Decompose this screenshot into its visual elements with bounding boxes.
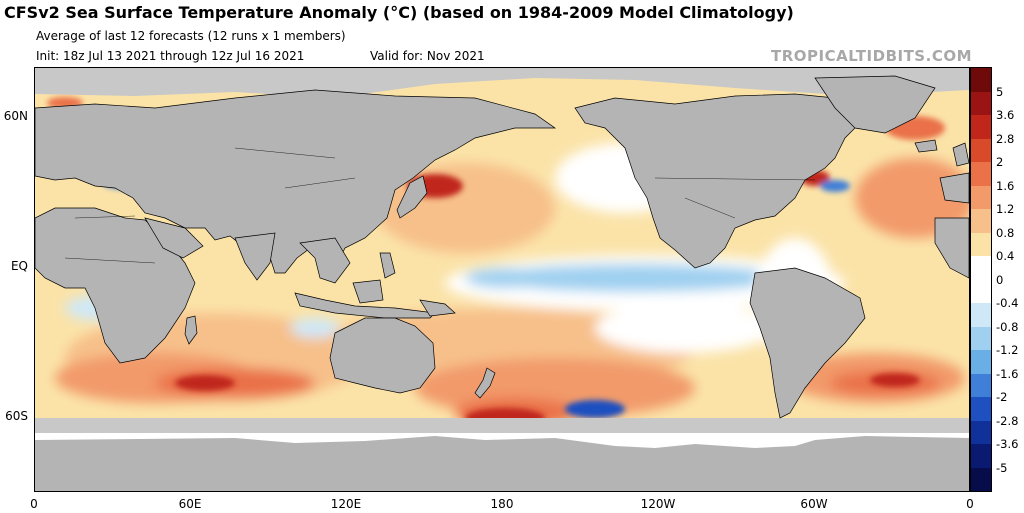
- new-zealand: [474, 367, 496, 399]
- colorbar-label: -0.8: [996, 319, 1019, 334]
- arctic-ice: [35, 68, 969, 98]
- colorbar-label: 3.6: [996, 108, 1015, 122]
- borneo: [352, 279, 384, 304]
- valid-time: Valid for: Nov 2021: [370, 49, 485, 63]
- north-america: [574, 93, 866, 269]
- west-africa-edge: [934, 217, 969, 279]
- init-time: Init: 18z Jul 13 2021 through 12z Jul 16…: [36, 49, 305, 63]
- colorbar-segment: [971, 209, 991, 233]
- colorbar-segment: [971, 279, 991, 303]
- colorbar-segment: [971, 68, 991, 92]
- new-guinea: [419, 299, 456, 317]
- land-masses: [35, 75, 969, 419]
- colorbar: [970, 67, 992, 492]
- colorbar-label: 0.8: [996, 225, 1015, 240]
- south-america: [749, 267, 866, 419]
- africa: [35, 207, 196, 364]
- lon-label: 120E: [330, 497, 362, 511]
- lon-label: 0: [966, 497, 974, 511]
- colorbar-label: 0.4: [996, 249, 1015, 263]
- lon-label: 120W: [640, 497, 676, 511]
- colorbar-label: 2.8: [996, 131, 1015, 146]
- iberia-edge: [939, 172, 969, 204]
- colorbar-label: 5: [996, 84, 1004, 99]
- colorbar-segment: [971, 162, 991, 186]
- lat-label: 60N: [3, 109, 28, 123]
- colorbar-label: 2: [996, 155, 1004, 169]
- colorbar-label: -2.8: [996, 413, 1019, 428]
- colorbar-segment: [971, 420, 991, 444]
- colorbar-segment: [971, 467, 991, 491]
- australia: [329, 317, 436, 394]
- philippines: [379, 252, 396, 279]
- iceland: [914, 139, 938, 153]
- lon-label: 180: [490, 497, 514, 511]
- lon-label: 0: [30, 497, 38, 511]
- colorbar-segment: [971, 138, 991, 162]
- india: [234, 232, 276, 281]
- colorbar-segment: [971, 350, 991, 374]
- site-credit: TROPICALTIDBITS.COM: [771, 47, 972, 65]
- british-isles: [952, 142, 969, 167]
- colorbar-label: -0.4: [996, 296, 1019, 310]
- borders: [64, 147, 816, 264]
- colorbar-segment: [971, 232, 991, 256]
- arabia: [144, 217, 204, 259]
- madagascar: [184, 315, 198, 345]
- colorbar-label: 1.2: [996, 202, 1015, 216]
- colorbar-segment: [971, 444, 991, 468]
- japan: [396, 175, 428, 219]
- antarctica: [35, 436, 969, 491]
- colorbar-label: -2: [996, 390, 1008, 404]
- lat-label: EQ: [10, 259, 28, 273]
- colorbar-segment: [971, 91, 991, 115]
- lon-label: 60W: [800, 497, 828, 511]
- colorbar-segment: [971, 115, 991, 139]
- colorbar-label: -1.2: [996, 343, 1019, 357]
- colorbar-label: -3.6: [996, 437, 1019, 451]
- colorbar-segment: [971, 303, 991, 327]
- colorbar-label: 1.6: [996, 178, 1015, 193]
- indochina: [299, 237, 351, 284]
- colorbar-segment: [971, 397, 991, 421]
- colorbar-label: 0: [996, 272, 1004, 287]
- lat-label: 60S: [5, 409, 28, 423]
- greenland: [814, 75, 936, 134]
- page-title: CFSv2 Sea Surface Temperature Anomaly (°…: [4, 3, 794, 22]
- colorbar-segment: [971, 185, 991, 209]
- colorbar-segment: [971, 256, 991, 280]
- colorbar-label: -5: [996, 460, 1008, 475]
- colorbar-segment: [971, 326, 991, 350]
- lon-label: 60E: [178, 497, 202, 511]
- subtitle: Average of last 12 forecasts (12 runs x …: [36, 29, 346, 43]
- colorbar-label: -1.6: [996, 366, 1019, 381]
- colorbar-segment: [971, 373, 991, 397]
- sst-anomaly-map: [34, 67, 970, 492]
- map-canvas: [35, 68, 969, 491]
